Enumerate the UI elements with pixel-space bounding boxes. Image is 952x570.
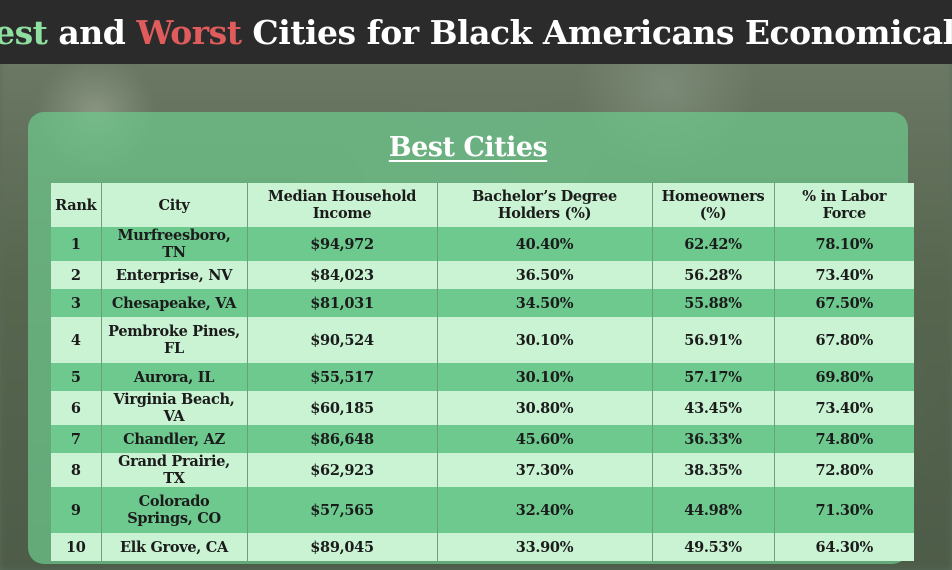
cell-labor: 69.80% xyxy=(815,368,874,386)
cell-rank: 4 xyxy=(51,317,102,363)
cell-rank: 9 xyxy=(51,487,102,533)
cell-rank: 6 xyxy=(51,391,102,425)
cell-income: $57,565 xyxy=(247,487,438,533)
best-cities-panel: Best Cities Rank City Median Household I… xyxy=(28,112,914,564)
table-row: 3 Chesapeake, VA $81,031 34.50% 55.88% 67.50% xyxy=(51,289,914,317)
cell-income: $62,923 xyxy=(247,453,438,487)
cell-labor: 67.80% xyxy=(815,331,874,349)
cell-city: Elk Grove, CA xyxy=(101,533,248,561)
cell-city: Enterprise, NV xyxy=(101,261,248,289)
cell-homeowners: 62.42% xyxy=(652,227,775,261)
cell-homeowners: 38.35% xyxy=(652,453,775,487)
cell-income: $86,648 xyxy=(247,425,438,453)
cell-income: $55,517 xyxy=(247,363,438,391)
cell-labor: 73.40% xyxy=(815,399,874,417)
cell-rank: 3 xyxy=(51,289,102,317)
cell-homeowners: 44.98% xyxy=(652,487,775,533)
cell-income: $84,023 xyxy=(247,261,438,289)
cell-bachelors: 34.50% xyxy=(437,289,653,317)
cell-labor: 71.30% xyxy=(815,501,874,519)
table-row: 8 Grand Prairie, TX $62,923 37.30% 38.35% 72.… xyxy=(51,453,914,487)
cell-rank: 8 xyxy=(51,453,102,487)
cell-income: $60,185 xyxy=(247,391,438,425)
cell-bachelors: 37.30% xyxy=(437,453,653,487)
cell-homeowners: 55.88% xyxy=(652,289,775,317)
cell-bachelors: 30.10% xyxy=(437,317,653,363)
cell-city: Grand Prairie, TX xyxy=(101,453,248,487)
cell-homeowners: 36.33% xyxy=(652,425,775,453)
header-city: City xyxy=(101,183,248,227)
header-labor: % in Labor Force xyxy=(802,188,887,222)
cell-city: Chesapeake, VA xyxy=(101,289,248,317)
cell-bachelors: 36.50% xyxy=(437,261,653,289)
cell-city: Pembroke Pines, FL xyxy=(101,317,248,363)
title-best: Best xyxy=(0,12,48,52)
cell-income: $94,972 xyxy=(247,227,438,261)
cell-rank: 10 xyxy=(51,533,102,561)
cell-city: Aurora, IL xyxy=(101,363,248,391)
table-row: 5 Aurora, IL $55,517 30.10% 57.17% 69.80% xyxy=(51,363,914,391)
cell-homeowners: 57.17% xyxy=(652,363,775,391)
cell-income: $89,045 xyxy=(247,533,438,561)
table-row: 2 Enterprise, NV $84,023 36.50% 56.28% 73.40% xyxy=(51,261,914,289)
cell-bachelors: 32.40% xyxy=(437,487,653,533)
table-row: 10 Elk Grove, CA $89,045 33.90% 49.53% 64.30% xyxy=(51,533,914,561)
cell-homeowners: 49.53% xyxy=(652,533,775,561)
cell-city: Virginia Beach, VA xyxy=(101,391,248,425)
cell-labor: 64.30% xyxy=(815,538,874,556)
table-row: 4 Pembroke Pines, FL $90,524 30.10% 56.91% 67… xyxy=(51,317,914,363)
cell-homeowners: 56.91% xyxy=(652,317,775,363)
best-cities-table: Rank City Median Household Income Bachel… xyxy=(51,183,914,561)
cell-rank: 5 xyxy=(51,363,102,391)
cell-income: $90,524 xyxy=(247,317,438,363)
header-rank: Rank xyxy=(51,183,102,227)
cell-bachelors: 30.10% xyxy=(437,363,653,391)
cell-bachelors: 33.90% xyxy=(437,533,653,561)
cell-bachelors: 45.60% xyxy=(437,425,653,453)
table-row: 9 Colorado Springs, CO $57,565 32.40% 44.98%… xyxy=(51,487,914,533)
header-bachelors: Bachelor’s Degree Holders (%) xyxy=(437,183,653,227)
table-row: 6 Virginia Beach, VA $60,185 30.80% 43.45% 73… xyxy=(51,391,914,425)
cell-labor: 78.10% xyxy=(815,235,874,253)
table-row: 1 Murfreesboro, TN $94,972 40.40% 62.42% 78.1… xyxy=(51,227,914,261)
cell-labor: 74.80% xyxy=(815,430,874,448)
cell-labor: 67.50% xyxy=(815,294,874,312)
title-rest: Cities for Black Americans Economically xyxy=(241,12,952,52)
cell-rank: 7 xyxy=(51,425,102,453)
table-header-row: Rank City Median Household Income Bachel… xyxy=(51,183,914,227)
cell-bachelors: 30.80% xyxy=(437,391,653,425)
header-income: Median Household Income xyxy=(247,183,438,227)
cell-labor: 72.80% xyxy=(815,461,874,479)
cell-city: Chandler, AZ xyxy=(101,425,248,453)
table-row: 7 Chandler, AZ $86,648 45.60% 36.33% 74.80% xyxy=(51,425,914,453)
cell-rank: 2 xyxy=(51,261,102,289)
cell-city: Colorado Springs, CO xyxy=(101,487,248,533)
cell-bachelors: 40.40% xyxy=(437,227,653,261)
cell-income: $81,031 xyxy=(247,289,438,317)
cell-homeowners: 43.45% xyxy=(652,391,775,425)
cell-labor: 73.40% xyxy=(815,266,874,284)
title-bar: Best and Worst Cities for Black American… xyxy=(0,0,952,64)
cell-homeowners: 56.28% xyxy=(652,261,775,289)
header-homeowners: Homeowners (%) xyxy=(652,183,775,227)
panel-title: Best Cities xyxy=(388,132,548,163)
title-worst: Worst xyxy=(136,12,242,52)
title-and: and xyxy=(47,12,137,52)
cell-city: Murfreesboro, TN xyxy=(101,227,248,261)
cell-rank: 1 xyxy=(51,227,102,261)
